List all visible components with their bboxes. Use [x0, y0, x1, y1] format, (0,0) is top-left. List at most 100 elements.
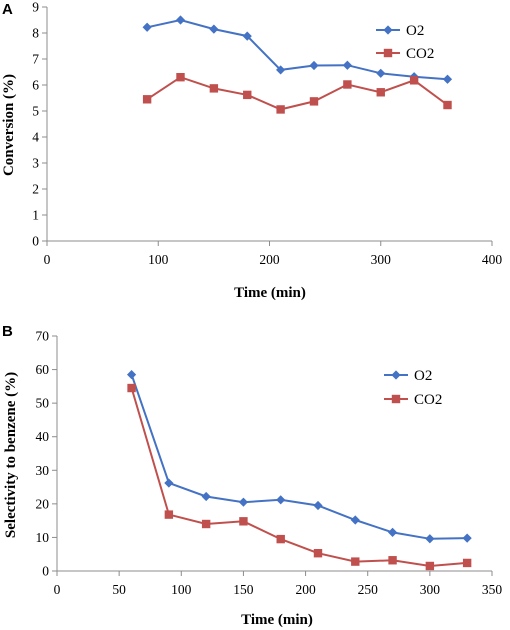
- axes: [52, 335, 493, 576]
- y-tick-label: 8: [32, 26, 39, 41]
- data-point-co2: [409, 76, 419, 85]
- data-point-co2: [209, 84, 219, 93]
- data-point-co2: [313, 549, 323, 558]
- x-tick-label: 400: [482, 252, 503, 267]
- data-point-o2: [238, 497, 249, 507]
- data-point-o2: [313, 500, 323, 511]
- data-point-co2: [443, 100, 452, 110]
- series-group: [126, 370, 472, 571]
- series-group: [142, 15, 453, 114]
- data-point-co2: [243, 90, 252, 100]
- data-point-o2: [442, 74, 453, 84]
- tick-labels: 0 10 20 30 40 50 60 70 0 50 100 150 200 250 300 350: [36, 329, 503, 598]
- y-tick-label: 1: [32, 208, 39, 223]
- y-tick-label: 50: [36, 396, 50, 411]
- legend-marker-co2: [391, 394, 401, 404]
- legend: O2 CO2: [384, 368, 442, 408]
- panel-letter-b: B: [2, 323, 13, 340]
- data-point-co2: [239, 517, 248, 526]
- x-tick-label: 350: [482, 582, 503, 597]
- legend-item-o2: O2: [376, 23, 424, 39]
- data-point-co2: [142, 95, 152, 104]
- chart-panel-b: B 0 10 20 30 40 50 60 70 0 50 100 150 200 250 300 350 T…: [2, 323, 502, 628]
- data-point-o2: [164, 478, 174, 488]
- legend-label-o2: O2: [406, 23, 424, 39]
- data-point-co2: [309, 97, 319, 106]
- x-tick-label: 300: [420, 582, 441, 597]
- data-point-co2: [276, 534, 285, 544]
- series-line-o2: [146, 18, 448, 81]
- legend-item-o2: O2: [384, 368, 432, 384]
- y-tick-label: 3: [32, 156, 39, 171]
- x-tick-label: 100: [148, 252, 169, 267]
- legend-item-co2: CO2: [376, 46, 434, 62]
- data-point-o2: [425, 534, 435, 544]
- y-tick-label: 40: [36, 429, 50, 444]
- data-point-o2: [126, 370, 137, 380]
- data-point-o2: [387, 527, 398, 537]
- y-tick-label: 7: [32, 52, 39, 67]
- data-point-co2: [201, 519, 211, 529]
- x-tick-label: 50: [112, 582, 126, 597]
- series-line-co2: [146, 76, 449, 111]
- axes: [42, 6, 493, 246]
- x-tick-label: 200: [259, 252, 280, 267]
- y-axis-label: Selectivity to benzene (%): [3, 372, 19, 538]
- data-point-o2: [209, 24, 219, 34]
- legend-item-co2: CO2: [384, 392, 442, 408]
- y-tick-label: 6: [32, 78, 39, 93]
- legend-label-co2: CO2: [414, 392, 442, 408]
- data-point-co2: [388, 556, 397, 565]
- legend-marker-o2: [383, 25, 393, 35]
- x-axis-label: Time (min): [234, 285, 306, 301]
- data-point-o2: [142, 22, 152, 32]
- y-tick-label: 4: [32, 130, 39, 145]
- y-tick-label: 20: [36, 496, 50, 511]
- y-tick-label: 30: [36, 463, 50, 478]
- y-tick-label: 9: [32, 0, 39, 15]
- data-point-co2: [164, 510, 174, 519]
- data-point-o2: [309, 60, 319, 71]
- data-point-co2: [351, 557, 360, 566]
- data-point-o2: [175, 15, 186, 25]
- data-point-co2: [343, 80, 352, 89]
- chart-panel-a: A 0 1 2 3 4 5 6 7 8 9 0 100 200 300 400 Time (min) Con…: [1, 0, 502, 301]
- x-tick-label: 0: [54, 582, 61, 597]
- x-axis-label: Time (min): [241, 612, 313, 628]
- data-point-co2: [376, 88, 385, 97]
- series-line-co2: [130, 387, 468, 568]
- y-tick-label: 70: [36, 329, 50, 344]
- data-point-o2: [276, 495, 286, 505]
- x-tick-label: 0: [44, 252, 51, 267]
- tick-labels: 0 1 2 3 4 5 6 7 8 9 0 100 200 300 400: [32, 0, 502, 267]
- data-point-o2: [350, 515, 360, 525]
- y-tick-label: 5: [32, 104, 39, 119]
- data-point-o2: [462, 533, 472, 543]
- legend-label-co2: CO2: [406, 46, 434, 62]
- series-line-o2: [130, 374, 468, 540]
- y-tick-label: 2: [32, 182, 39, 197]
- data-point-co2: [462, 558, 472, 568]
- data-point-co2: [425, 561, 435, 571]
- legend-marker-co2: [383, 48, 393, 58]
- data-point-o2: [376, 68, 386, 78]
- data-point-o2: [276, 65, 286, 75]
- data-point-co2: [176, 73, 185, 82]
- y-tick-label: 60: [36, 362, 50, 377]
- data-point-o2: [201, 491, 211, 502]
- data-point-o2: [342, 60, 352, 70]
- x-tick-label: 200: [295, 582, 316, 597]
- data-point-o2: [242, 31, 252, 41]
- y-tick-label: 10: [36, 530, 50, 545]
- legend-marker-o2: [391, 370, 401, 380]
- y-tick-label: 0: [32, 234, 39, 249]
- x-tick-label: 250: [358, 582, 379, 597]
- x-tick-label: 300: [371, 252, 392, 267]
- y-tick-label: 0: [42, 564, 49, 579]
- data-point-co2: [127, 383, 136, 393]
- x-tick-label: 100: [171, 582, 192, 597]
- panel-letter-a: A: [2, 1, 13, 18]
- y-axis-label: Conversion (%): [1, 74, 17, 176]
